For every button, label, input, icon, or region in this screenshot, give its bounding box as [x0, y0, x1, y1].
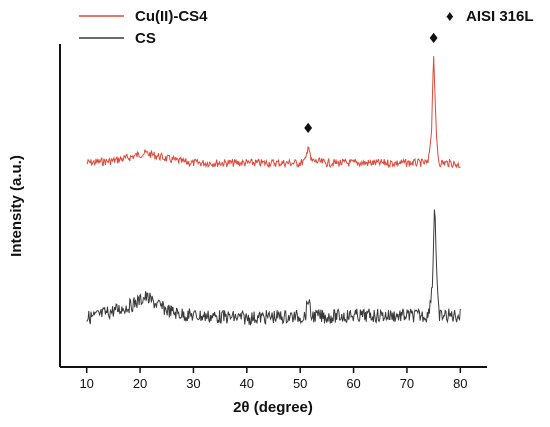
legend: Cu(II)-CS4 CS: [79, 8, 208, 47]
x-tick-label: 60: [346, 376, 360, 391]
marker-legend-symbol: ♦: [446, 8, 454, 25]
x-tick-label: 30: [186, 376, 200, 391]
peak-marker-diamond: ♦: [302, 121, 315, 137]
x-tick-label: 80: [453, 376, 467, 391]
x-tick-label: 10: [79, 376, 93, 391]
legend-label-cu-cs4: Cu(II)-CS4: [135, 8, 208, 25]
y-axis-title: Intensity (a.u.): [8, 155, 25, 257]
series-line-0: [86, 56, 461, 169]
annotations: ♦♦: [302, 31, 440, 137]
marker-legend-label: AISI 316L: [466, 8, 534, 25]
peak-marker-diamond: ♦: [427, 31, 440, 47]
x-tick-label: 20: [133, 376, 147, 391]
x-ticks: 10 20 30 40 50 60 70 80: [79, 367, 468, 391]
series-layer: [86, 56, 461, 326]
legend-label-cs: CS: [135, 30, 156, 47]
x-tick-label: 50: [293, 376, 307, 391]
x-tick-label: 70: [400, 376, 414, 391]
x-tick-label: 40: [240, 376, 254, 391]
x-axis-title: 2θ (degree): [233, 399, 313, 416]
marker-legend: ♦ AISI 316L: [446, 8, 534, 25]
series-line-1: [86, 209, 461, 326]
